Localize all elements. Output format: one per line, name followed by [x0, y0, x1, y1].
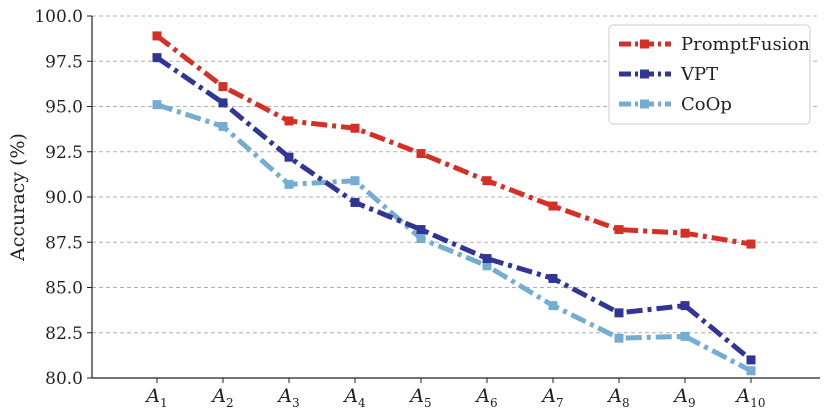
data-point-marker: [614, 225, 624, 235]
data-point-marker: [614, 333, 624, 343]
y-tick-label: 97.5: [45, 52, 83, 72]
x-tick-label: A6: [474, 385, 497, 410]
legend-box: [608, 24, 811, 125]
data-point-marker: [548, 201, 558, 211]
y-tick-label: 80.0: [45, 369, 83, 389]
legend-marker: [640, 99, 649, 109]
legend-label: PromptFusion: [681, 34, 810, 55]
data-point-marker: [152, 100, 162, 110]
y-tick-label: 92.5: [45, 143, 83, 163]
x-tick-label: A9: [672, 385, 695, 410]
legend-marker: [640, 69, 649, 79]
y-axis-label: Accuracy (%): [7, 133, 29, 262]
data-point-marker: [482, 261, 492, 271]
y-tick-label: 90.0: [45, 188, 83, 208]
data-point-marker: [218, 98, 228, 108]
x-tick-label: A3: [276, 385, 299, 410]
legend: PromptFusion VPT CoOp: [608, 24, 811, 125]
legend-marker: [640, 39, 649, 49]
legend-label: VPT: [680, 64, 718, 85]
data-point-marker: [482, 254, 492, 264]
x-tick-label: A4: [342, 385, 366, 410]
data-point-marker: [680, 331, 690, 341]
data-point-marker: [482, 176, 492, 186]
data-point-marker: [746, 239, 756, 249]
series-line: [156, 102, 753, 373]
data-point-marker: [284, 152, 294, 162]
x-tick-label: A7: [540, 385, 563, 410]
x-tick-label: A10: [734, 385, 765, 410]
series-promptfusion: [152, 31, 756, 249]
series-lines: [152, 31, 756, 376]
data-point-marker: [548, 301, 558, 311]
legend-entry: CoOp: [619, 94, 732, 115]
data-point-marker: [746, 366, 756, 376]
legend-entry: VPT: [619, 64, 718, 85]
y-tick-label: 85.0: [45, 279, 83, 299]
y-tick-label: 82.5: [45, 324, 83, 344]
data-point-marker: [350, 176, 360, 186]
data-point-marker: [416, 234, 426, 244]
x-tick-label: A8: [606, 385, 629, 410]
series-line: [155, 55, 753, 362]
x-tick-label: A1: [144, 385, 167, 410]
series-coop: [152, 100, 756, 376]
data-point-marker: [548, 273, 558, 283]
data-point-marker: [218, 121, 228, 131]
y-tick-label: 87.5: [45, 233, 83, 253]
tick-labels: 80.0 82.5 85.0 87.5 90.0 92.5 95.0 97.5 100.0 A1 A…: [34, 7, 765, 410]
data-point-marker: [152, 31, 162, 41]
data-point-marker: [416, 149, 426, 159]
y-tick-label: 95.0: [45, 98, 83, 118]
data-point-marker: [746, 355, 756, 365]
data-point-marker: [680, 301, 690, 311]
y-tick-label: 100.0: [34, 7, 83, 27]
legend-label: CoOp: [681, 94, 732, 115]
x-tick-label: A2: [210, 385, 233, 410]
data-point-marker: [284, 116, 294, 126]
series-vpt: [152, 53, 756, 365]
legend-entry: PromptFusion: [619, 34, 810, 55]
data-point-marker: [680, 228, 690, 238]
x-tick-label: A5: [408, 385, 431, 410]
data-point-marker: [614, 308, 624, 318]
data-point-marker: [218, 82, 228, 92]
data-point-marker: [350, 123, 360, 133]
data-point-marker: [152, 53, 162, 63]
data-point-marker: [416, 225, 426, 235]
data-point-marker: [284, 179, 294, 189]
series-line: [155, 33, 752, 247]
data-point-marker: [350, 197, 360, 207]
